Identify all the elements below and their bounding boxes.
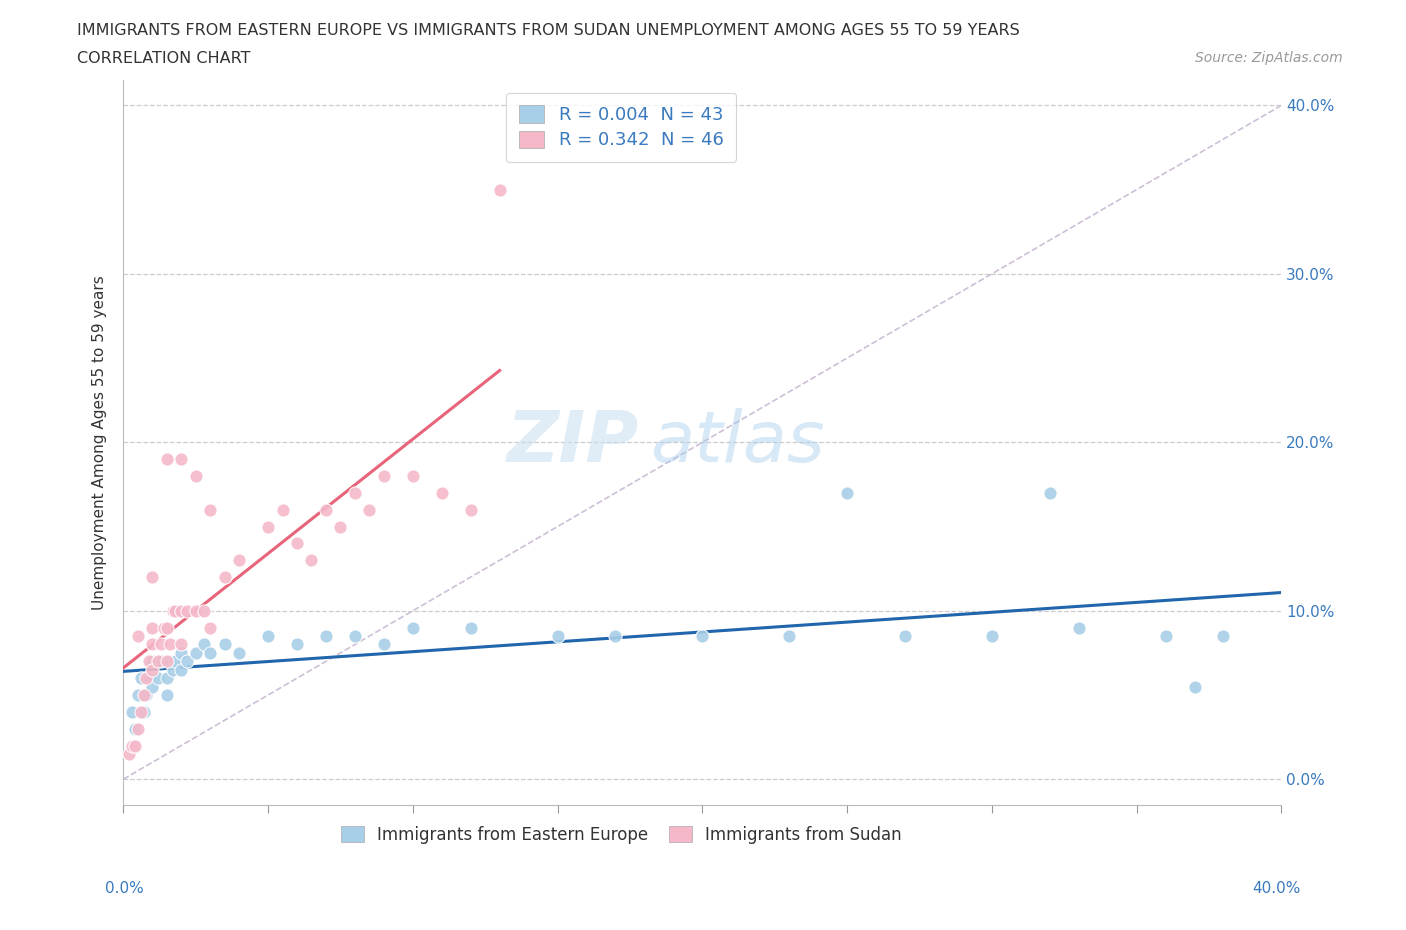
- Point: [778, 629, 800, 644]
- Point: [184, 469, 207, 484]
- Point: [1184, 679, 1206, 694]
- Point: [124, 738, 146, 753]
- Point: [835, 485, 858, 500]
- Point: [228, 552, 250, 567]
- Point: [132, 687, 155, 702]
- Point: [165, 604, 187, 618]
- Point: [129, 671, 152, 685]
- Point: [127, 687, 149, 702]
- Text: CORRELATION CHART: CORRELATION CHART: [77, 51, 250, 66]
- Point: [198, 645, 221, 660]
- Point: [271, 502, 294, 517]
- Point: [198, 620, 221, 635]
- Point: [159, 637, 181, 652]
- Point: [605, 629, 627, 644]
- Point: [146, 654, 169, 669]
- Point: [156, 654, 179, 669]
- Point: [214, 637, 236, 652]
- Point: [146, 671, 169, 685]
- Point: [402, 469, 425, 484]
- Text: atlas: atlas: [650, 408, 825, 477]
- Point: [1067, 620, 1090, 635]
- Point: [547, 629, 569, 644]
- Point: [138, 654, 160, 669]
- Point: [141, 637, 163, 652]
- Point: [692, 629, 714, 644]
- Point: [127, 629, 149, 644]
- Point: [170, 452, 193, 467]
- Point: [153, 620, 176, 635]
- Point: [285, 536, 308, 551]
- Point: [329, 519, 352, 534]
- Point: [165, 654, 187, 669]
- Point: [156, 452, 179, 467]
- Point: [138, 671, 160, 685]
- Point: [156, 687, 179, 702]
- Point: [193, 604, 215, 618]
- Point: [176, 604, 198, 618]
- Point: [894, 629, 917, 644]
- Point: [127, 722, 149, 737]
- Point: [980, 629, 1002, 644]
- Point: [193, 637, 215, 652]
- Point: [1154, 629, 1177, 644]
- Point: [170, 645, 193, 660]
- Point: [159, 654, 181, 669]
- Point: [162, 604, 184, 618]
- Text: 40.0%: 40.0%: [1253, 881, 1301, 896]
- Point: [184, 645, 207, 660]
- Point: [124, 722, 146, 737]
- Point: [170, 662, 193, 677]
- Text: IMMIGRANTS FROM EASTERN EUROPE VS IMMIGRANTS FROM SUDAN UNEMPLOYMENT AMONG AGES : IMMIGRANTS FROM EASTERN EUROPE VS IMMIGR…: [77, 23, 1021, 38]
- Point: [257, 519, 280, 534]
- Point: [1212, 629, 1234, 644]
- Text: 0.0%: 0.0%: [105, 881, 145, 896]
- Point: [141, 620, 163, 635]
- Point: [121, 704, 143, 719]
- Point: [1039, 485, 1062, 500]
- Point: [135, 671, 157, 685]
- Point: [315, 502, 337, 517]
- Point: [285, 637, 308, 652]
- Point: [141, 679, 163, 694]
- Point: [228, 645, 250, 660]
- Point: [198, 502, 221, 517]
- Point: [121, 738, 143, 753]
- Legend: Immigrants from Eastern Europe, Immigrants from Sudan: Immigrants from Eastern Europe, Immigran…: [335, 819, 908, 851]
- Point: [184, 604, 207, 618]
- Point: [170, 637, 193, 652]
- Point: [176, 654, 198, 669]
- Point: [315, 629, 337, 644]
- Point: [156, 671, 179, 685]
- Point: [430, 485, 453, 500]
- Point: [141, 662, 163, 677]
- Point: [141, 654, 163, 669]
- Point: [343, 485, 366, 500]
- Point: [301, 552, 323, 567]
- Point: [132, 704, 155, 719]
- Y-axis label: Unemployment Among Ages 55 to 59 years: Unemployment Among Ages 55 to 59 years: [93, 275, 107, 610]
- Point: [373, 637, 395, 652]
- Point: [343, 629, 366, 644]
- Point: [170, 604, 193, 618]
- Point: [460, 502, 482, 517]
- Point: [135, 687, 157, 702]
- Point: [488, 182, 510, 197]
- Point: [162, 662, 184, 677]
- Text: Source: ZipAtlas.com: Source: ZipAtlas.com: [1195, 51, 1343, 65]
- Point: [149, 654, 172, 669]
- Point: [129, 704, 152, 719]
- Point: [141, 570, 163, 585]
- Point: [373, 469, 395, 484]
- Point: [214, 570, 236, 585]
- Point: [460, 620, 482, 635]
- Point: [149, 637, 172, 652]
- Point: [359, 502, 381, 517]
- Point: [402, 620, 425, 635]
- Point: [156, 620, 179, 635]
- Point: [118, 747, 141, 762]
- Point: [257, 629, 280, 644]
- Text: ZIP: ZIP: [506, 408, 638, 477]
